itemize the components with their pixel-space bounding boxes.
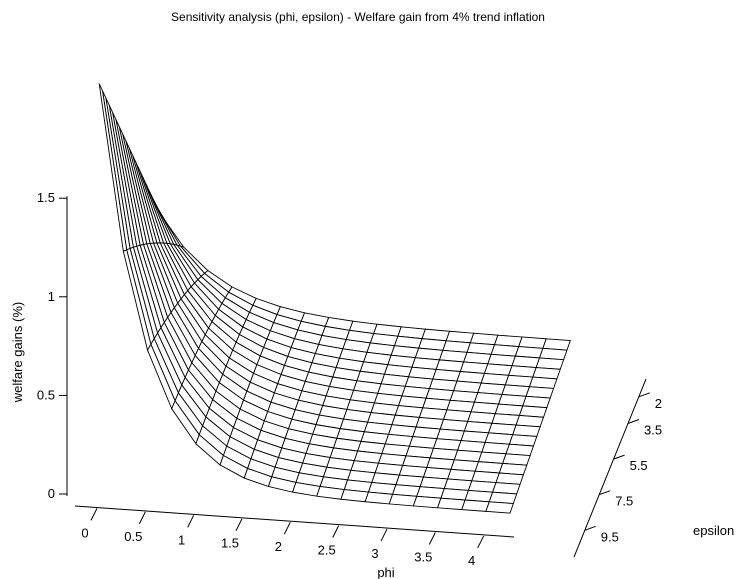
z-tick-label: 0.5 <box>37 387 55 402</box>
z-axis: 0 0.5 1 1.5 <box>37 190 68 501</box>
surface-cell <box>98 83 128 252</box>
x-tick <box>187 515 195 528</box>
y-tick-label: 2 <box>655 396 662 411</box>
y-tick-label: 7.5 <box>615 494 633 509</box>
surface-cell <box>461 499 490 512</box>
x-tick-label: 1.5 <box>221 536 239 551</box>
surface-cell <box>436 497 466 511</box>
surface-cell <box>412 495 442 509</box>
y-axis-label: epsilon <box>693 523 734 538</box>
x-tick <box>428 532 436 545</box>
x-tick-label: 2.5 <box>318 543 336 558</box>
y-tick <box>627 419 640 424</box>
y-tick <box>638 392 650 398</box>
x-axis-line <box>74 505 515 538</box>
x-tick-label: 2 <box>275 539 282 554</box>
surface-cell <box>388 493 418 507</box>
chart-title: Sensitivity analysis (phi, epsilon) - We… <box>171 10 545 24</box>
z-tick-label: 1.5 <box>37 190 55 205</box>
y-tick-label: 3.5 <box>644 423 662 438</box>
x-tick-label: 3.5 <box>414 550 432 565</box>
surface-mesh <box>98 83 571 514</box>
z-axis-label: welfare gains (%) <box>10 302 25 403</box>
y-tick <box>584 525 596 531</box>
z-tick-label: 0 <box>48 486 55 501</box>
y-tick-label: 5.5 <box>630 458 648 473</box>
x-tick <box>90 508 98 521</box>
x-tick-label: 4 <box>468 553 475 568</box>
x-tick <box>283 521 291 535</box>
y-axis-line <box>573 378 647 558</box>
y-tick <box>613 454 625 460</box>
x-tick-label: 0 <box>81 525 88 540</box>
y-tick-label: 9.5 <box>601 529 619 544</box>
x-tick-label: 1 <box>178 532 185 547</box>
x-tick-label: 3 <box>371 546 378 561</box>
x-tick <box>235 518 243 531</box>
surface-cell <box>485 501 514 514</box>
x-axis: 0 0.5 1 1.5 2 2.5 3 3.5 4 <box>74 505 515 568</box>
x-tick <box>380 528 388 542</box>
y-tick <box>599 490 611 496</box>
y-axis: 2 3.5 5.5 7.5 9.5 <box>573 378 662 558</box>
x-axis-label: phi <box>377 565 394 579</box>
x-tick <box>477 535 485 549</box>
x-tick-label: 0.5 <box>124 529 142 544</box>
x-tick <box>138 511 146 525</box>
z-tick-label: 1 <box>48 289 55 304</box>
x-tick <box>332 525 340 538</box>
surface-cell <box>340 489 369 503</box>
surface-cell <box>364 491 394 505</box>
